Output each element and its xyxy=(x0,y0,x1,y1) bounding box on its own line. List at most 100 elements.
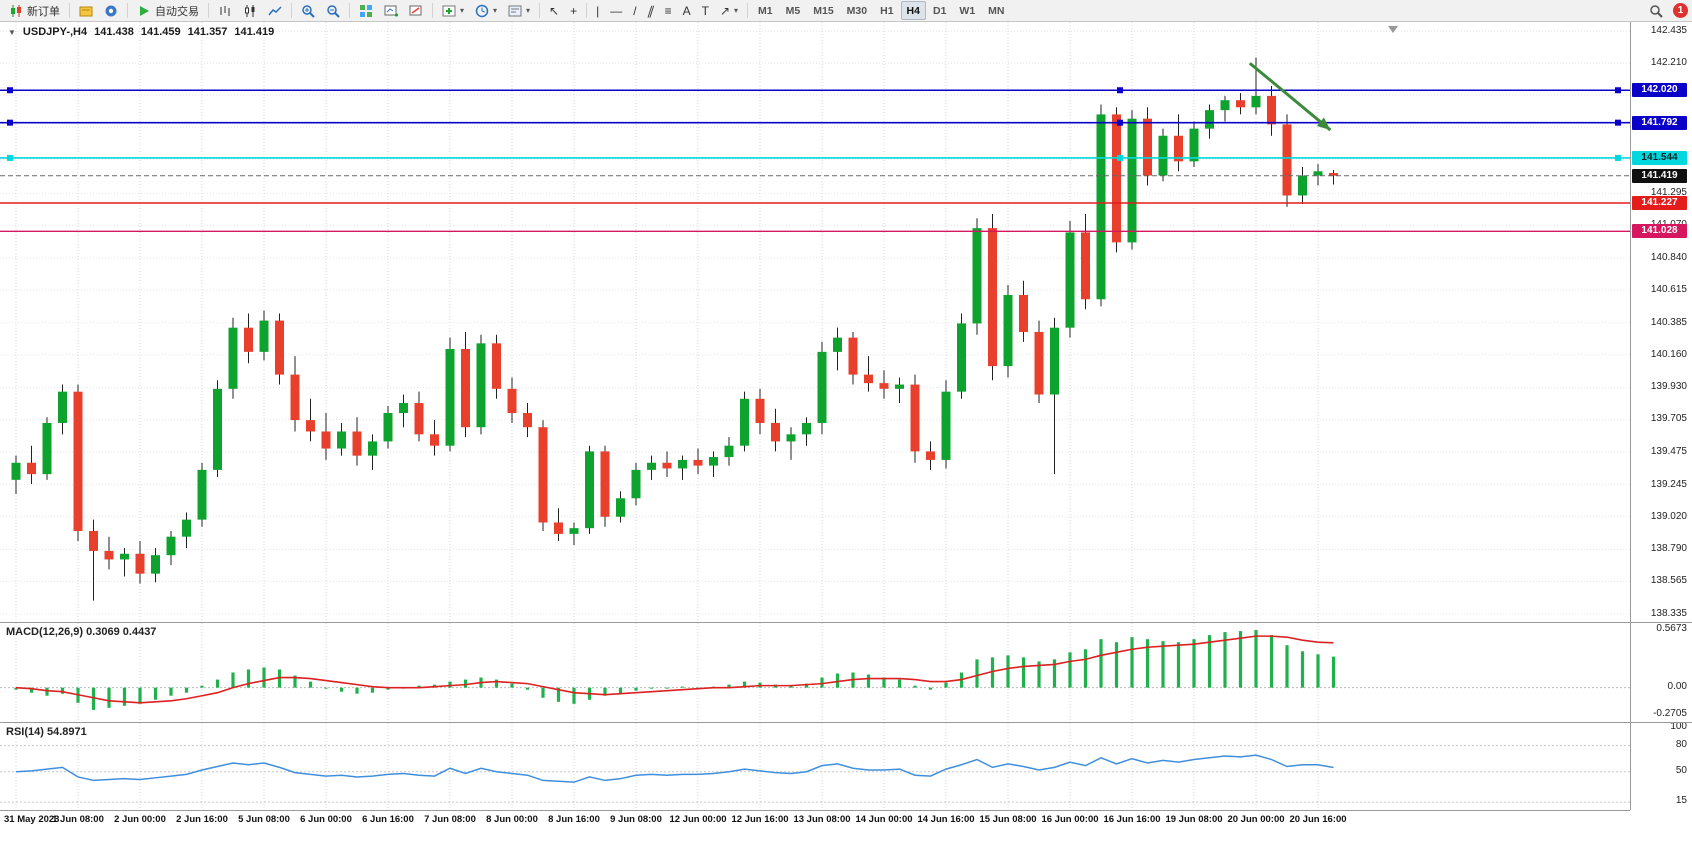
timeframe-w1-button[interactable]: W1 xyxy=(953,1,981,20)
macd-histogram-bar xyxy=(913,685,917,688)
macd-histogram-bar xyxy=(603,687,607,696)
timeframe-mn-button[interactable]: MN xyxy=(982,1,1010,20)
label-tool-button[interactable]: T xyxy=(697,1,714,20)
candle xyxy=(1050,317,1059,475)
candle xyxy=(817,341,827,435)
new-order-button[interactable]: 新订单 xyxy=(4,1,65,20)
bar-chart-button[interactable] xyxy=(213,1,237,20)
time-axis-label: 2 Jun 16:00 xyxy=(176,814,228,825)
time-axis-label: 13 Jun 08:00 xyxy=(793,814,851,825)
candle xyxy=(290,356,300,432)
new-order-icon xyxy=(9,4,23,18)
trendline-icon: / xyxy=(633,3,637,18)
horizontal-line-object[interactable] xyxy=(0,154,1630,161)
rsi-canvas[interactable] xyxy=(0,723,1630,810)
line-chart-button[interactable] xyxy=(263,1,287,20)
line-handle xyxy=(1117,87,1123,94)
macd-histogram-bar xyxy=(1223,632,1227,688)
macd-histogram-bar xyxy=(1316,654,1320,688)
cursor-tool-button[interactable]: ↖ xyxy=(544,1,564,20)
candle xyxy=(321,412,331,460)
timeframe-m30-button[interactable]: M30 xyxy=(841,1,873,20)
candle xyxy=(120,548,129,577)
time-axis-label: 9 Jun 08:00 xyxy=(610,814,662,825)
trend-arrow-object[interactable] xyxy=(1248,62,1334,134)
candle xyxy=(1034,320,1044,404)
autotrading-button[interactable]: 自动交易 xyxy=(132,1,204,20)
autotrading-icon xyxy=(137,4,151,18)
price-axis[interactable]: 142.435142.210141.985141.760141.535141.2… xyxy=(1630,22,1692,810)
candle xyxy=(445,337,455,452)
rsi-indicator-panel[interactable]: RSI(14) 54.8971 xyxy=(0,722,1630,810)
timeframe-m1-button[interactable]: M1 xyxy=(752,1,779,20)
text-tool-button[interactable]: A xyxy=(678,1,696,20)
candle xyxy=(182,512,191,549)
trendline-tool-button[interactable]: / xyxy=(628,1,641,20)
notification-badge[interactable]: 1 xyxy=(1673,3,1688,18)
zoom-in-button[interactable] xyxy=(296,1,320,20)
timeframe-d1-button[interactable]: D1 xyxy=(927,1,952,20)
macd-histogram-bar xyxy=(1300,651,1305,688)
metaeditor-button[interactable] xyxy=(74,1,98,20)
line-handle xyxy=(1117,119,1123,126)
one-click-trading-toggle[interactable]: ▼ xyxy=(8,27,16,37)
candle xyxy=(368,434,377,470)
time-axis[interactable]: 31 May 2023 1 Jun 08:00 2 Jun 00:00 2 Jun 1… xyxy=(0,810,1630,830)
price-chart-panel[interactable]: ▼ USDJPY-,H4 141.438 141.459 141.357 141… xyxy=(0,22,1630,622)
macd-canvas[interactable] xyxy=(0,623,1630,722)
candle xyxy=(771,408,780,452)
channel-tool-button[interactable]: ∥ xyxy=(643,1,659,20)
timeframe-h4-button[interactable]: H4 xyxy=(900,1,926,20)
time-axis-label: 12 Jun 16:00 xyxy=(731,814,789,825)
macd-histogram-bar xyxy=(417,685,421,688)
main-chart-canvas[interactable] xyxy=(0,22,1630,622)
candlestick-chart-button[interactable] xyxy=(238,1,262,20)
macd-histogram-bar xyxy=(649,687,654,689)
crosshair-tool-button[interactable]: + xyxy=(565,1,582,20)
arrows-tool-button[interactable]: ↗ ▾ xyxy=(715,1,743,20)
tile-windows-icon xyxy=(359,4,373,18)
candle xyxy=(554,508,563,541)
chart-shift-marker[interactable] xyxy=(1388,26,1398,33)
zoom-out-button[interactable] xyxy=(321,1,345,20)
vertical-line-tool-button[interactable]: | xyxy=(591,1,604,20)
macd-histogram-bar xyxy=(1099,639,1103,688)
toolbar-separator xyxy=(586,3,588,18)
chart-profiles-button[interactable] xyxy=(404,1,428,20)
macd-indicator-panel[interactable]: MACD(12,26,9) 0.3069 0.4437 xyxy=(0,622,1630,722)
label-icon: T xyxy=(701,3,709,18)
toolbar-separator xyxy=(432,3,433,18)
fibonacci-tool-button[interactable]: ≡ xyxy=(660,1,677,20)
macd-histogram-bar xyxy=(928,687,933,690)
search-button[interactable] xyxy=(1644,1,1668,20)
timeframe-m15-button[interactable]: M15 xyxy=(807,1,839,20)
timeframe-m5-button[interactable]: M5 xyxy=(780,1,807,20)
candle xyxy=(352,417,362,466)
horizontal-line-object[interactable] xyxy=(0,119,1630,126)
axis-divider xyxy=(1630,722,1692,723)
candle xyxy=(600,445,610,527)
chevron-down-icon: ▾ xyxy=(460,5,465,15)
macd-histogram-bar xyxy=(727,684,731,688)
tile-windows-button[interactable] xyxy=(354,1,378,20)
axis-label: 139.020 xyxy=(1650,510,1687,522)
macd-histogram-bar xyxy=(1037,661,1041,688)
new-chart-button[interactable] xyxy=(379,1,403,20)
horizontal-line-object[interactable] xyxy=(0,87,1630,94)
candle xyxy=(1003,285,1013,378)
templates-button[interactable]: ▾ xyxy=(503,1,535,20)
timeframe-menu-button[interactable]: ▾ xyxy=(470,1,502,20)
macd-histogram-bar xyxy=(448,681,452,688)
candle xyxy=(383,405,393,449)
candle xyxy=(1313,164,1323,186)
macd-histogram-bar xyxy=(1068,652,1072,688)
line-handle xyxy=(1117,154,1123,161)
rsi-label: RSI(14) 54.8971 xyxy=(6,726,87,738)
horizontal-line-tool-button[interactable]: — xyxy=(605,1,627,20)
community-button[interactable] xyxy=(99,1,123,20)
timeframe-h1-button[interactable]: H1 xyxy=(874,1,899,20)
indicators-button[interactable]: ▾ xyxy=(437,1,469,20)
macd-histogram-bar xyxy=(355,687,359,694)
indicators-icon xyxy=(442,4,456,18)
time-axis-label: 7 Jun 08:00 xyxy=(424,814,476,825)
